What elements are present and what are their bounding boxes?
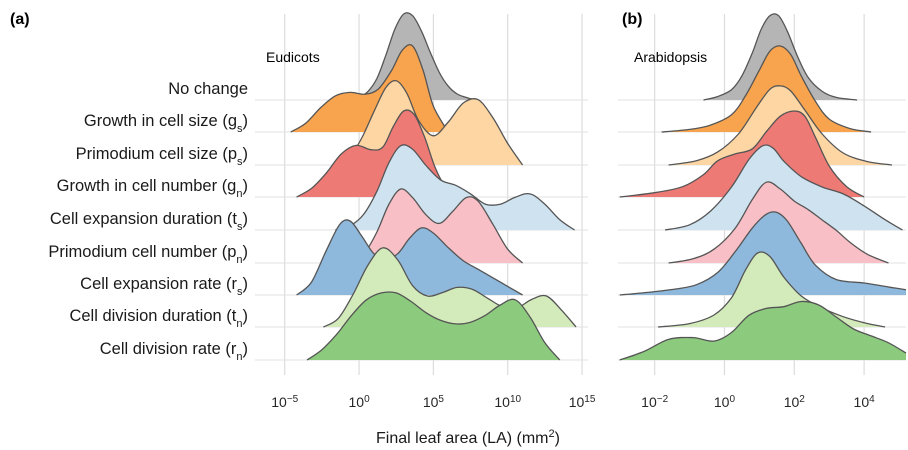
row-label: Primodium cell size (ps) [76,145,248,168]
panel-b-ridge-line [661,45,872,133]
row-label: Growth in cell size (gs) [84,112,248,135]
panel-b-ridge-line [668,85,893,166]
panel-a-ridge-line [306,291,561,361]
panel-a-ridge-line [337,79,524,166]
panel-b-ridge-line [668,181,889,264]
panel-a-tick-label: 100 [348,394,370,411]
panel-a-tick-label: 1015 [569,394,596,411]
panel-b-ridge-line [703,13,858,101]
panel-b-ridges [619,13,907,361]
panel-a-ridges [290,12,577,361]
row-label: Cell division rate (rn) [100,340,248,363]
panel-a-tick-label: 105 [423,394,445,411]
panel-a-tag: (a) [10,11,30,28]
panel-b-tick-label: 102 [784,394,806,411]
panel-b-x-ticks: 10−2 100 102 104 [641,394,875,411]
row-label: Cell division duration (tn) [69,307,248,330]
panel-a-ridge-fill [350,188,523,263]
panel-a-ridge-line [349,12,476,101]
panel-a-ridge-line [335,144,575,231]
panel-a-ridge-line [349,188,524,264]
row-label: Cell expansion rate (rs) [80,275,248,298]
panel-b-tag: (b) [622,11,642,28]
panel-a-ridge-line [296,109,458,198]
panel-b-title: Arabidopsis [634,49,707,65]
panel-b-ridge-line [664,144,903,231]
row-labels: No change Growth in cell size (gs) Primodi… [48,80,248,363]
panel-b-ridge-line [619,110,865,198]
panel-b-ridge-fill [619,111,865,197]
panel-a-ridge-line [323,247,577,328]
panel-b-ridge-line [619,211,907,296]
panel-b-ridge-line [619,300,907,361]
x-axis-label: Final leaf area (LA) (mm2) [376,428,560,447]
panel-a-ridge-fill [307,291,560,360]
panel-a-tick-label: 1010 [494,394,521,411]
panel-b-tick-label: 10−2 [641,394,668,411]
panel-a-ridge-line [290,44,449,133]
panel-b-ridge-fill [661,45,872,133]
panel-b-ridge-fill [658,251,886,327]
panel-a-ridge-fill [296,219,523,295]
panel-b-ridge-line [658,251,886,328]
row-label: No change [168,80,248,98]
panel-a-title: Eudicots [266,49,320,65]
panel-a-ridge-line [296,219,523,296]
panel-b-tick-label: 100 [714,394,736,411]
panel-b-ridge-fill [619,301,906,360]
panel-b-tick-label: 104 [854,394,876,411]
panel-a-x-ticks: 10−5 100 105 1010 1015 [271,394,596,411]
row-label: Primodium cell number (pn) [48,243,248,266]
panel-b-ridge-fill [665,144,903,230]
row-label: Cell expansion duration (ts) [50,210,248,233]
row-label: Growth in cell number (gn) [57,177,248,200]
panel-a-tick-label: 10−5 [271,394,298,411]
